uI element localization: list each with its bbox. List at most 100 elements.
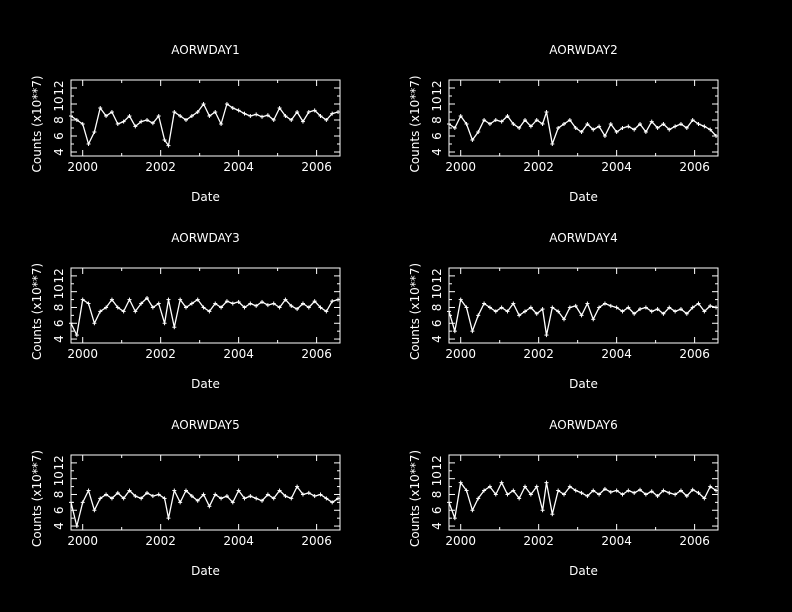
data-point	[80, 500, 85, 505]
data-point	[562, 492, 567, 497]
data-point	[271, 301, 276, 306]
data-point	[511, 301, 516, 306]
data-point	[544, 333, 549, 338]
data-point	[447, 500, 451, 505]
data-point	[248, 301, 253, 306]
data-point	[567, 305, 572, 310]
y-tick-label: 10	[430, 471, 444, 486]
data-point	[690, 487, 695, 492]
x-tick-label: 2004	[223, 534, 254, 548]
data-point	[201, 102, 206, 106]
x-axis-label-1: Date	[191, 190, 220, 204]
data-point	[540, 122, 545, 126]
data-point	[213, 492, 218, 497]
data-point	[573, 488, 578, 493]
data-point	[464, 122, 469, 126]
y-tick-label: 10	[430, 284, 444, 299]
y-tick-label: 10	[52, 471, 66, 486]
data-point	[649, 489, 654, 494]
data-point	[602, 486, 607, 491]
y-tick-label: 6	[430, 506, 444, 514]
x-axis-label-6: Date	[569, 564, 598, 578]
data-point	[632, 311, 637, 316]
data-point	[139, 119, 144, 124]
data-point	[626, 124, 631, 129]
x-tick-label: 2000	[67, 534, 98, 548]
y-tick-label: 12	[430, 455, 444, 470]
x-tick-label: 2002	[145, 534, 176, 548]
data-point	[482, 118, 487, 122]
data-point	[162, 321, 167, 326]
x-tick-label: 2006	[679, 534, 710, 548]
y-tick-label: 4	[52, 148, 66, 156]
data-point	[98, 496, 103, 501]
data-point	[104, 492, 109, 497]
data-point	[86, 301, 91, 306]
data-point	[277, 305, 282, 310]
data-point	[667, 127, 672, 132]
data-point	[172, 488, 177, 493]
data-point	[127, 488, 132, 493]
data-point	[207, 504, 212, 509]
data-point	[649, 309, 654, 314]
data-point	[166, 516, 171, 521]
data-point	[458, 297, 463, 302]
data-point	[74, 333, 79, 338]
data-point	[620, 492, 625, 497]
chart-title-4: AORWDAY4	[549, 231, 617, 245]
data-point	[277, 106, 282, 110]
y-tick-label: 6	[52, 506, 66, 514]
data-point	[150, 305, 155, 310]
chart-title-6: AORWDAY6	[549, 418, 617, 432]
data-point	[470, 508, 475, 513]
data-point	[499, 305, 504, 310]
data-point	[139, 496, 144, 501]
y-axis-label-3: Counts (x10**7)	[30, 263, 44, 360]
y-tick-label: 12	[52, 268, 66, 283]
y-tick-label: 6	[430, 132, 444, 140]
data-point	[330, 299, 335, 304]
data-point	[579, 130, 584, 134]
data-point	[458, 480, 463, 485]
data-point	[277, 488, 282, 493]
data-point	[638, 487, 643, 492]
data-point	[585, 301, 590, 306]
y-tick-label: 6	[430, 319, 444, 327]
data-point	[708, 127, 713, 132]
data-point	[145, 490, 150, 495]
data-point	[178, 297, 183, 302]
x-tick-label: 2002	[523, 534, 554, 548]
data-point	[156, 301, 161, 306]
x-tick-label: 2000	[67, 160, 98, 174]
data-point	[219, 496, 224, 501]
data-point	[591, 317, 596, 322]
x-tick-label: 2002	[523, 160, 554, 174]
data-point	[638, 122, 643, 126]
data-point	[324, 496, 329, 501]
data-point	[295, 307, 300, 312]
data-point	[614, 488, 619, 493]
y-tick-label: 4	[430, 522, 444, 530]
data-point	[517, 496, 522, 501]
data-point	[184, 118, 189, 122]
data-point	[219, 305, 224, 310]
data-point	[236, 299, 241, 304]
data-point	[195, 110, 200, 114]
data-point	[464, 488, 469, 493]
data-point	[579, 313, 584, 318]
data-point	[544, 480, 549, 485]
data-point	[98, 309, 103, 314]
data-point	[673, 492, 678, 497]
data-point	[127, 297, 132, 302]
data-point	[213, 301, 218, 306]
data-point	[201, 305, 206, 310]
data-point	[556, 126, 561, 130]
data-point	[673, 124, 678, 129]
x-tick-label: 2000	[445, 534, 476, 548]
data-point	[476, 130, 481, 134]
data-point	[156, 114, 161, 118]
data-point	[540, 508, 545, 513]
